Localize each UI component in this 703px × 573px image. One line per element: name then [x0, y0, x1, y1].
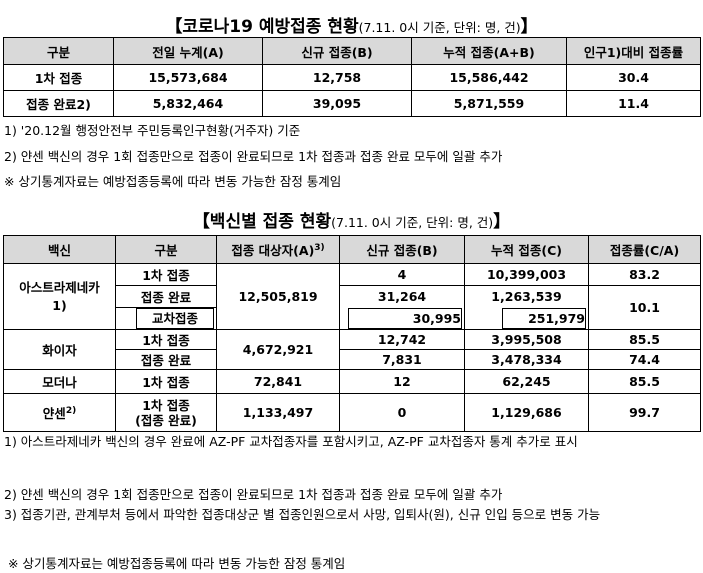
cell: 4,672,921 — [216, 329, 340, 370]
cell: 12 — [339, 369, 465, 394]
cross-cell: 교차접종 — [115, 307, 217, 330]
cell: 62,245 — [464, 369, 589, 394]
vaccine-name-az: 아스트라제네카 1) — [3, 263, 116, 330]
vaccine-name: 아스트라제네카 — [19, 279, 100, 295]
section1-title: 【코로나19 예방접종 현황(7.11. 0시 기준, 단위: 명, 건)】 — [0, 12, 703, 37]
table-row: 화이자 1차 접종 4,672,921 12,742 3,995,508 85.… — [3, 329, 701, 370]
section1-title-main: 【코로나19 예방접종 현황 — [165, 17, 359, 37]
table-header-row: 백신 구분 접종 대상자(A)3) 신규 접종(B) 누적 접종(C) 접종률(… — [3, 235, 701, 264]
cell: 1,263,539 — [464, 285, 589, 308]
header-new: 신규 접종(B) — [262, 37, 412, 65]
header-cumulative: 누적 접종(A+B) — [411, 37, 567, 65]
cross-label-box: 교차접종 — [136, 308, 214, 329]
vaccine-name-janssen: 얀센2) — [3, 393, 116, 432]
cell: 15,586,442 — [411, 64, 567, 91]
table-row: 모더나 1차 접종 72,841 12 62,245 85.5 — [3, 369, 701, 394]
vaccination-status-table: 구분 전일 누계(A) 신규 접종(B) 누적 접종(A+B) 인구1)대비 접… — [3, 37, 701, 117]
cell: 10,399,003 — [464, 263, 589, 286]
cell: 39,095 — [262, 90, 412, 117]
header-category: 구분 — [115, 235, 217, 264]
table-row: 아스트라제네카 1) 1차 접종 12,505,819 4 10,399,003 … — [3, 263, 701, 330]
cell: 7,831 — [339, 349, 465, 370]
table-row: 접종 완료2) 5,832,464 39,095 5,871,559 11.4 — [3, 90, 701, 117]
cell: 접종 완료 — [115, 349, 217, 370]
header-rate: 인구1)대비 접종률 — [566, 37, 701, 65]
cell: 99.7 — [588, 393, 701, 432]
note: 1) '20.12월 행정안전부 주민등록인구현황(거주자) 기준 — [4, 123, 301, 138]
section1-title-end: 】 — [520, 17, 538, 37]
section2-title-sub: (7.11. 0시 기준, 단위: 명, 건) — [331, 215, 494, 230]
table-row: 접종 완료 31,264 1,263,539 10.1 — [4, 285, 701, 330]
cell: 85.5 — [588, 329, 701, 350]
cell: 접종 완료2) — [3, 90, 114, 117]
category-line: 1차 접종 — [142, 397, 190, 413]
cell: 1차 접종 (접종 완료) — [115, 393, 217, 432]
cell: 30.4 — [566, 64, 701, 91]
vaccine-footnote: 2) — [65, 405, 77, 416]
cell: 5,832,464 — [113, 90, 263, 117]
header-target-label: 접종 대상자(A) — [231, 243, 315, 258]
cell: 4 — [339, 263, 465, 286]
cell: 1,133,497 — [216, 393, 340, 432]
header-new: 신규 접종(B) — [339, 235, 465, 264]
section1-title-sub: (7.11. 0시 기준, 단위: 명, 건) — [358, 20, 521, 35]
header-target-sup: 3) — [314, 242, 325, 253]
cell: 3,478,334 — [464, 349, 589, 370]
cell: 1차 접종 — [115, 369, 217, 394]
note: 1) 아스트라제네카 백신의 경우 완료에 AZ-PF 교차접종자를 포함시키고… — [4, 434, 578, 449]
vaccine-name-pfizer: 화이자 — [3, 329, 116, 370]
cell: 12,505,819 — [216, 263, 340, 330]
category-line: (접종 완료) — [135, 412, 197, 428]
header-category: 구분 — [3, 37, 114, 65]
cross-cell: 30,995 — [339, 307, 465, 330]
table-header-row: 구분 전일 누계(A) 신규 접종(B) 누적 접종(A+B) 인구1)대비 접… — [3, 37, 701, 65]
header-cumulative: 누적 접종(C) — [464, 235, 589, 264]
vaccine-name-moderna: 모더나 — [3, 369, 116, 394]
cell: 3,995,508 — [464, 329, 589, 350]
header-prev-total: 전일 누계(A) — [113, 37, 263, 65]
cell: 12,758 — [262, 64, 412, 91]
header-vaccine: 백신 — [3, 235, 116, 264]
cell: 5,871,559 — [411, 90, 567, 117]
note: 2) 얀센 백신의 경우 1회 접종만으로 접종이 완료되므로 1차 접종과 접… — [4, 149, 503, 164]
cell: 접종 완료 — [115, 285, 217, 308]
table-row: 교차접종 30,995 251,979 — [4, 307, 701, 330]
section2-title-end: 】 — [493, 212, 511, 232]
section2-title-main: 【백신별 접종 현황 — [192, 212, 332, 232]
cell: 85.5 — [588, 369, 701, 394]
vaccine-status-table: 백신 구분 접종 대상자(A)3) 신규 접종(B) 누적 접종(C) 접종률(… — [3, 235, 701, 432]
cell: 1차 접종 — [115, 329, 217, 350]
cell: 1,129,686 — [464, 393, 589, 432]
cross-new-box: 30,995 — [348, 307, 462, 329]
cell: 10.1 — [588, 285, 701, 330]
vaccine-name: 얀센 — [42, 406, 66, 421]
cross-cell: 251,979 — [464, 307, 589, 330]
note: 3) 접종기관, 관계부처 등에서 파악한 접종대상군 별 접종인원으로서 사망… — [4, 507, 601, 522]
table-row: 얀센2) 1차 접종 (접종 완료) 1,133,497 0 1,129,686 … — [3, 393, 701, 432]
note: ※ 상기통계자료는 예방접종등록에 따라 변동 가능한 잠정 통계임 — [8, 556, 346, 571]
cell: 15,573,684 — [113, 64, 263, 91]
header-target: 접종 대상자(A)3) — [216, 235, 340, 264]
vaccine-footnote: 1) — [52, 297, 67, 313]
note: ※ 상기통계자료는 예방접종등록에 따라 변동 가능한 잠정 통계임 — [4, 174, 342, 189]
cross-cum-box: 251,979 — [502, 307, 586, 329]
table-row: 1차 접종 15,573,684 12,758 15,586,442 30.4 — [3, 64, 701, 91]
cell: 12,742 — [339, 329, 465, 350]
cell: 31,264 — [339, 285, 465, 308]
cell: 1차 접종 — [3, 64, 114, 91]
header-rate: 접종률(C/A) — [588, 235, 701, 264]
cell: 0 — [339, 393, 465, 432]
cell: 83.2 — [588, 263, 701, 286]
note: 2) 얀센 백신의 경우 1회 접종만으로 접종이 완료되므로 1차 접종과 접… — [4, 487, 503, 502]
cell: 72,841 — [216, 369, 340, 394]
cell: 1차 접종 — [115, 263, 217, 286]
section2-title: 【백신별 접종 현황(7.11. 0시 기준, 단위: 명, 건)】 — [0, 207, 703, 232]
cell: 74.4 — [588, 349, 701, 370]
cell: 11.4 — [566, 90, 701, 117]
